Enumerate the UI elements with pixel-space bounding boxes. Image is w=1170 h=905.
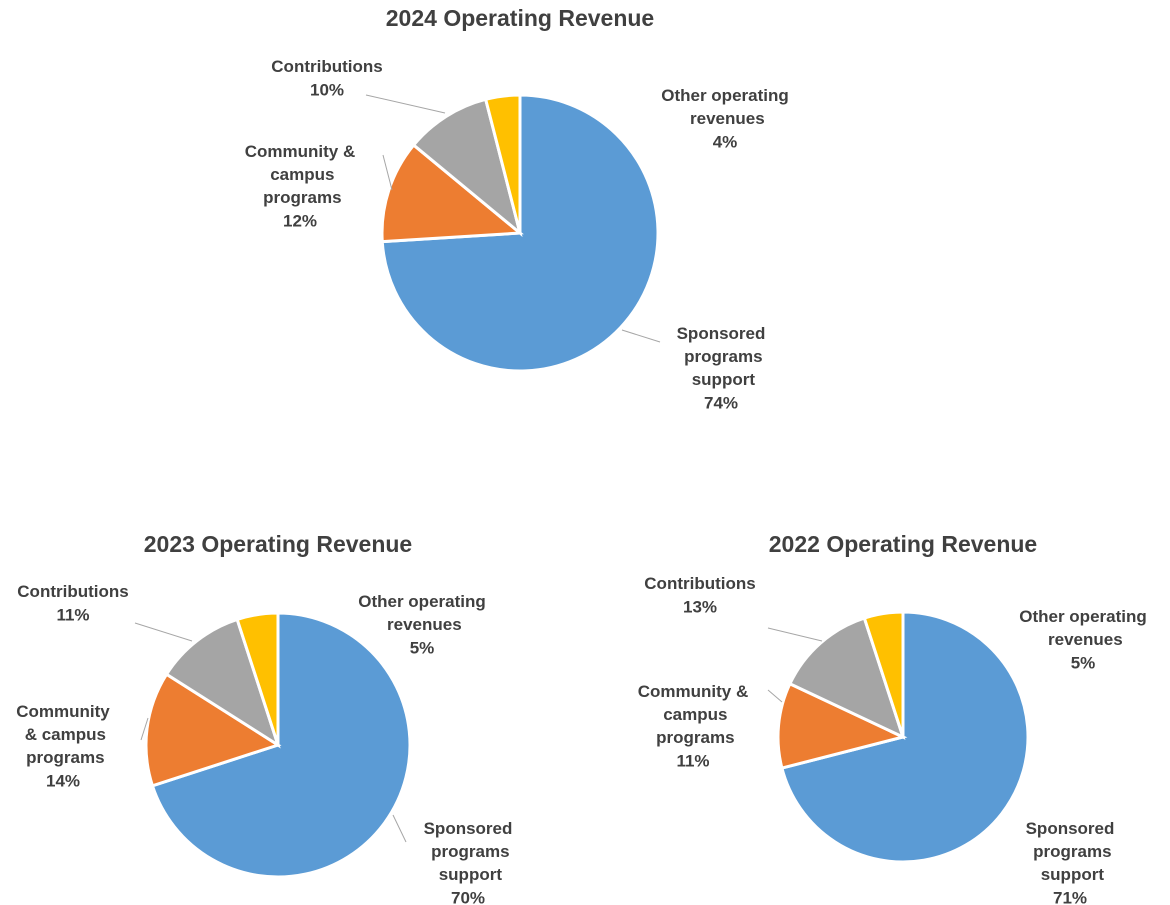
label-line: Sponsored: [677, 324, 766, 343]
label-line: Contributions: [644, 574, 755, 593]
label-line: revenues: [382, 615, 461, 634]
label-line: Sponsored: [1026, 819, 1115, 838]
pie-slice: [380, 142, 524, 244]
label-line: campus: [659, 705, 728, 724]
leader-line: [140, 717, 149, 741]
label-line: support: [434, 865, 502, 884]
leader-line: [767, 689, 783, 703]
label-line: Community: [16, 702, 110, 721]
value-label: 11%: [676, 751, 709, 770]
slice-label: Other operating revenues: [1019, 607, 1147, 649]
label-line: revenues: [1043, 630, 1122, 649]
value-label: 5%: [1071, 653, 1096, 672]
slice-label: Community & campus programs: [245, 142, 356, 207]
label-line: support: [1036, 865, 1104, 884]
slice-label: Community & campus programs: [16, 702, 110, 767]
value-label: 11%: [56, 605, 89, 624]
pie-slice: [144, 672, 282, 788]
slice-label: Sponsored programs support: [677, 324, 766, 389]
leader-line: [382, 154, 393, 191]
chart-title: 2023 Operating Revenue: [144, 531, 412, 557]
chart-title: 2022 Operating Revenue: [769, 531, 1037, 557]
label-line: & campus: [20, 725, 106, 744]
label-line: programs: [679, 347, 762, 366]
value-label: 12%: [283, 211, 317, 230]
value-label: 71%: [1053, 888, 1087, 905]
pie-slice: [150, 611, 412, 879]
label-line: Contributions: [17, 582, 128, 601]
slice-label: Contributions: [271, 57, 382, 76]
label-line: programs: [426, 842, 509, 861]
pie-slice: [862, 610, 905, 738]
leader-line: [767, 627, 823, 642]
label-line: Community &: [245, 142, 356, 161]
pie-slice: [235, 611, 280, 746]
label-line: Sponsored: [424, 819, 513, 838]
value-label: 14%: [46, 771, 80, 790]
label-line: Community &: [638, 682, 749, 701]
value-label: 5%: [410, 638, 435, 657]
label-line: campus: [266, 165, 335, 184]
label-line: programs: [258, 188, 341, 207]
pie-slice: [776, 681, 908, 770]
label-line: support: [687, 370, 755, 389]
value-label: 70%: [451, 888, 485, 905]
leader-line: [621, 329, 661, 343]
chart-title: 2024 Operating Revenue: [386, 5, 654, 31]
pie-slice: [164, 617, 281, 749]
label-line: Other operating: [661, 86, 789, 105]
label-line: Contributions: [271, 57, 382, 76]
slice-label: Other operating revenues: [358, 592, 486, 634]
value-label: 13%: [683, 597, 717, 616]
value-label: 74%: [704, 393, 738, 412]
pie-slice: [483, 93, 522, 234]
leader-line: [134, 622, 193, 642]
leader-line: [392, 814, 407, 843]
slice-label: Contributions: [17, 582, 128, 601]
slice-label: Sponsored programs support: [1026, 819, 1115, 884]
value-label: 4%: [713, 132, 738, 151]
value-label: 10%: [310, 80, 344, 99]
label-line: Other operating: [358, 592, 486, 611]
slice-label: Other operating revenues: [661, 86, 789, 128]
label-line: programs: [651, 728, 734, 747]
slice-label: Community & campus programs: [638, 682, 749, 747]
label-line: revenues: [685, 109, 764, 128]
slice-label: Sponsored programs support: [424, 819, 513, 884]
leader-line: [365, 94, 446, 114]
slice-label: Contributions: [644, 574, 755, 593]
label-line: programs: [21, 748, 104, 767]
pie-slice: [787, 616, 906, 740]
label-line: programs: [1028, 842, 1111, 861]
label-line: Other operating: [1019, 607, 1147, 626]
